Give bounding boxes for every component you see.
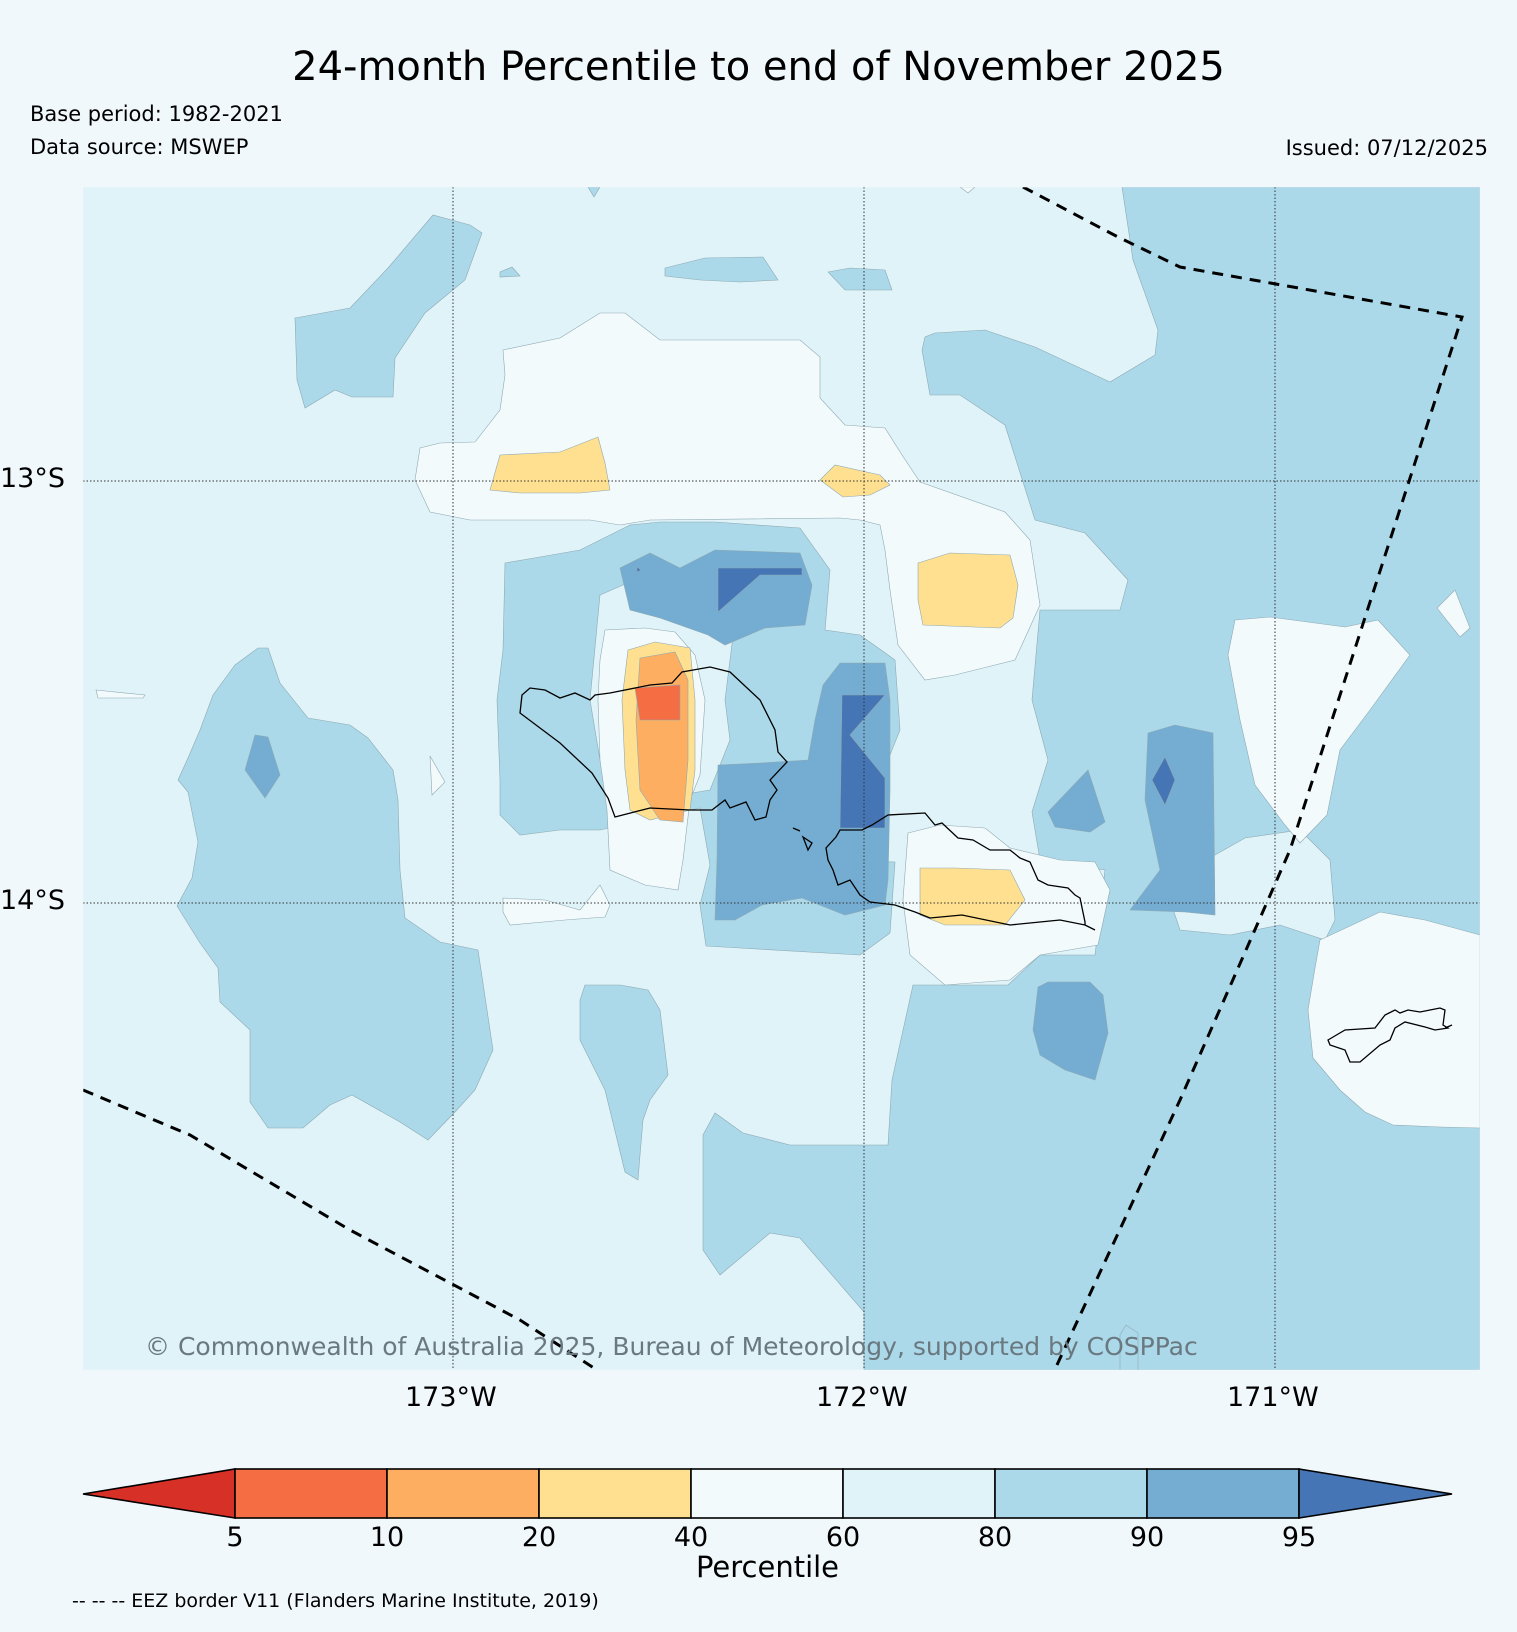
colorbar-tick: 90 <box>1129 1522 1165 1553</box>
colorbar-bin-90-95 <box>1146 1468 1300 1519</box>
savaii-island <box>519 666 788 821</box>
map-frame <box>82 186 1481 1371</box>
eez-border-southwest <box>83 1088 600 1370</box>
lon-label-172w: 172°W <box>816 1382 908 1413</box>
upolu-island <box>825 812 1086 926</box>
apolima-island <box>801 835 813 852</box>
colorbar-tick: 60 <box>825 1522 861 1553</box>
eez-borders <box>83 187 1464 1370</box>
colorbar-tick: 10 <box>369 1522 405 1553</box>
colorbar-bin-80-90 <box>994 1468 1148 1519</box>
colorbar-extend-low <box>82 1468 236 1519</box>
base-period: Base period: 1982-2021 <box>30 102 283 126</box>
copyright-text: © Commonwealth of Australia 2025, Bureau… <box>145 1332 1198 1361</box>
colorbar-tick: 80 <box>977 1522 1013 1553</box>
region-5-10 <box>634 684 681 721</box>
colorbar-tick: 20 <box>521 1522 557 1553</box>
colorbar-bin-20-40 <box>538 1468 692 1519</box>
colorbar-bin-5-10 <box>234 1468 388 1519</box>
colorbar-title: Percentile <box>695 1550 840 1584</box>
graticule <box>83 187 1480 1370</box>
manono-island <box>792 827 801 832</box>
issued-date: Issued: 07/12/2025 <box>1285 136 1488 160</box>
colorbar-bin-40-60 <box>690 1468 844 1519</box>
colorbar-tick: 40 <box>673 1522 709 1553</box>
map-title: 24-month Percentile to end of November 2… <box>292 44 1225 90</box>
lat-label-14s: 14°S <box>0 885 65 916</box>
eez-footnote: -- -- -- EEZ border V11 (Flanders Marine… <box>72 1590 599 1612</box>
lat-label-13s: 13°S <box>0 463 65 494</box>
colorbar-extend-high <box>1298 1468 1453 1519</box>
colorbar <box>82 1468 1453 1519</box>
colorbar-bin-60-80 <box>842 1468 996 1519</box>
upolu-east-tip <box>1084 924 1096 931</box>
eez-border-east <box>1022 187 1464 1370</box>
aunuu-island <box>1444 1024 1453 1029</box>
coastlines <box>519 666 1453 1063</box>
lon-label-171w: 171°W <box>1227 1382 1319 1413</box>
data-source: Data source: MSWEP <box>30 135 249 159</box>
tutuila-island <box>1327 1007 1450 1063</box>
map-plot-area: © Commonwealth of Australia 2025, Bureau… <box>83 187 1480 1370</box>
colorbar-tick: 95 <box>1281 1522 1317 1553</box>
lon-label-173w: 173°W <box>405 1382 497 1413</box>
colorbar-bin-10-20 <box>386 1468 540 1519</box>
colorbar-tick: 5 <box>226 1522 244 1553</box>
regions-above-95 <box>636 566 1176 829</box>
